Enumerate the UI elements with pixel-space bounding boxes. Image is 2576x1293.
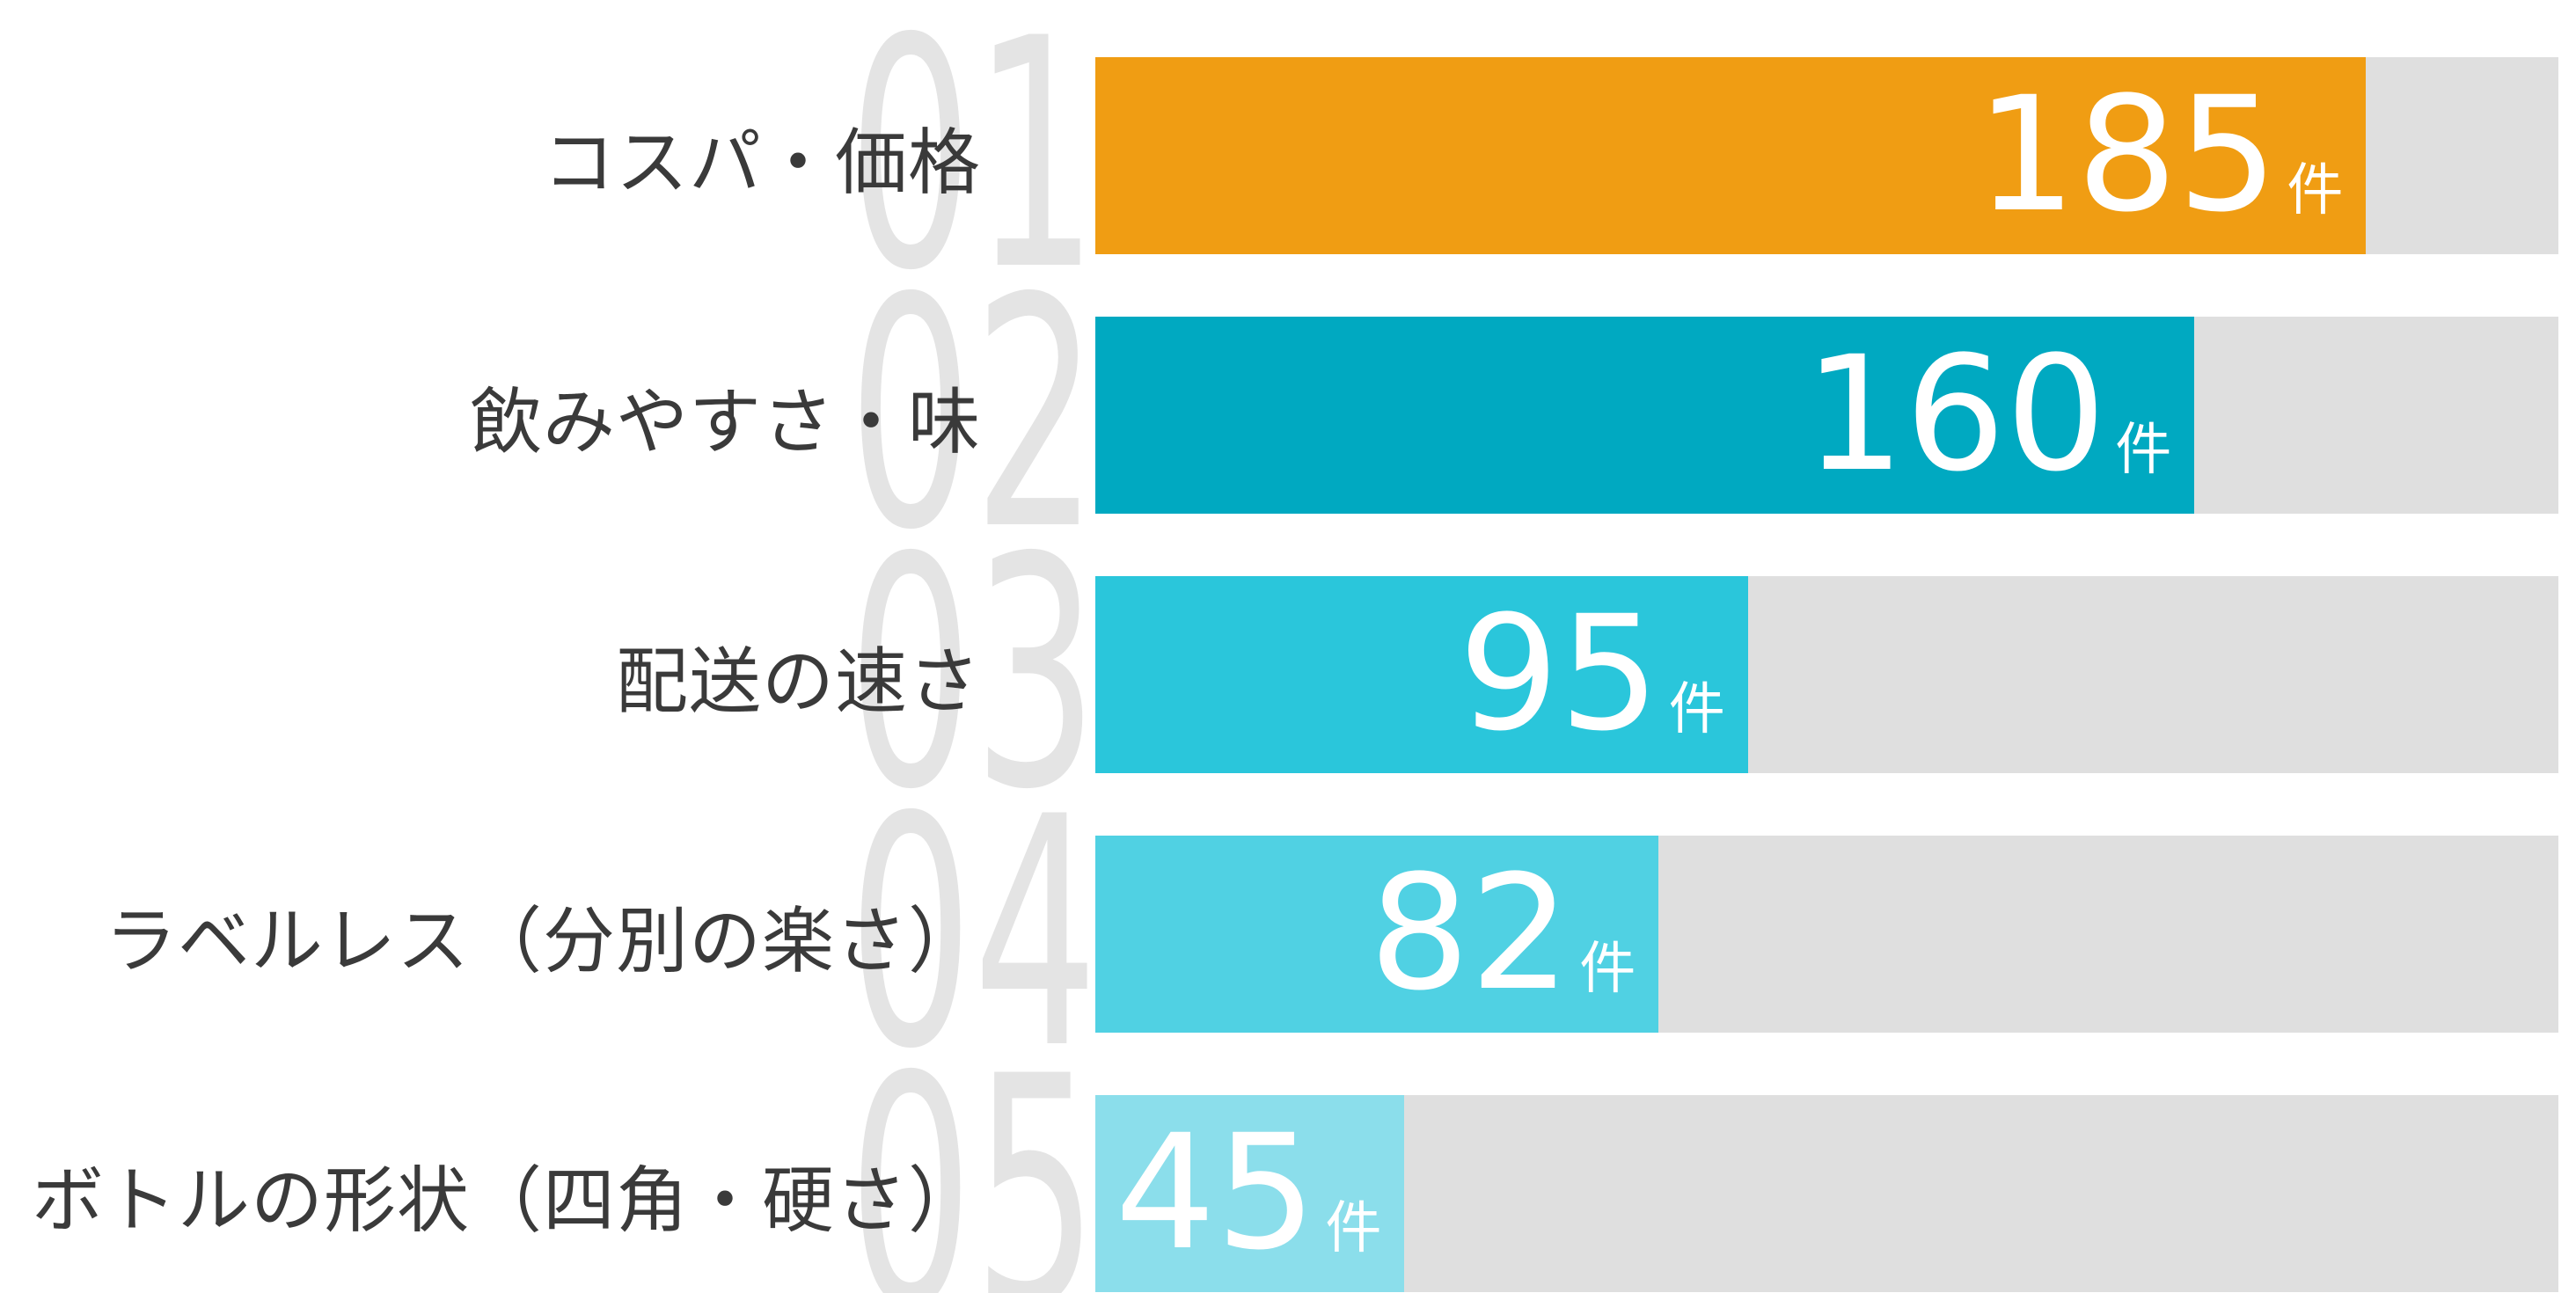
bar-value-group: 82 件 bbox=[1369, 855, 1636, 1013]
bar-unit: 件 bbox=[2115, 418, 2172, 483]
bar-track: 185 件 bbox=[1095, 57, 2558, 254]
bar-track: 160 件 bbox=[1095, 317, 2558, 514]
chart-row: 02 飲みやすさ・味 160 件 bbox=[0, 257, 2576, 573]
label-area: コスパ・価格 bbox=[0, 57, 1095, 254]
bar-fill: 95 件 bbox=[1095, 576, 1748, 773]
bar-value-group: 185 件 bbox=[1976, 77, 2344, 235]
category-label: ラベルレス（分別の楽さ） bbox=[104, 899, 981, 983]
bar-fill: 185 件 bbox=[1095, 57, 2367, 254]
category-label: 飲みやすさ・味 bbox=[469, 380, 981, 464]
bar-track: 45 件 bbox=[1095, 1095, 2558, 1292]
bar-unit: 件 bbox=[1579, 937, 1636, 1002]
rank-number: 05 bbox=[847, 1009, 1098, 1293]
chart-row: 01 コスパ・価格 185 件 bbox=[0, 0, 2576, 314]
bar-unit: 件 bbox=[1668, 677, 1725, 742]
bar-track: 82 件 bbox=[1095, 836, 2558, 1033]
rank-number: 03 bbox=[847, 490, 1098, 858]
rank-number: 01 bbox=[847, 0, 1098, 340]
label-area: 配送の速さ bbox=[0, 576, 1095, 773]
bar-value: 82 bbox=[1369, 842, 1571, 1026]
bar-value: 185 bbox=[1975, 63, 2279, 247]
category-label: ボトルの形状（四角・硬さ） bbox=[31, 1158, 981, 1243]
label-area: ラベルレス（分別の楽さ） bbox=[0, 836, 1095, 1033]
bar-fill: 82 件 bbox=[1095, 836, 1659, 1033]
chart-row: 03 配送の速さ 95 件 bbox=[0, 516, 2576, 833]
bar-track: 95 件 bbox=[1095, 576, 2558, 773]
bar-value-group: 160 件 bbox=[1804, 336, 2172, 494]
chart-row: 05 ボトルの形状（四角・硬さ） 45 件 bbox=[0, 1035, 2576, 1293]
category-label: コスパ・価格 bbox=[542, 121, 981, 205]
label-area: 飲みやすさ・味 bbox=[0, 317, 1095, 514]
bar-unit: 件 bbox=[2287, 158, 2344, 223]
bar-value: 45 bbox=[1115, 1101, 1317, 1285]
label-area: ボトルの形状（四角・硬さ） bbox=[0, 1095, 1095, 1292]
bar-unit: 件 bbox=[1325, 1196, 1382, 1261]
bar-value-group: 45 件 bbox=[1115, 1114, 1381, 1273]
bar-fill: 160 件 bbox=[1095, 317, 2195, 514]
rank-number: 02 bbox=[847, 230, 1098, 599]
bar-value-group: 95 件 bbox=[1459, 595, 1725, 754]
category-label: 配送の速さ bbox=[615, 639, 981, 724]
rank-number: 04 bbox=[847, 749, 1098, 1118]
chart-row: 04 ラベルレス（分別の楽さ） 82 件 bbox=[0, 776, 2576, 1092]
bar-value: 160 bbox=[1804, 323, 2107, 507]
bar-value: 95 bbox=[1458, 582, 1660, 766]
bar-fill: 45 件 bbox=[1095, 1095, 1405, 1292]
